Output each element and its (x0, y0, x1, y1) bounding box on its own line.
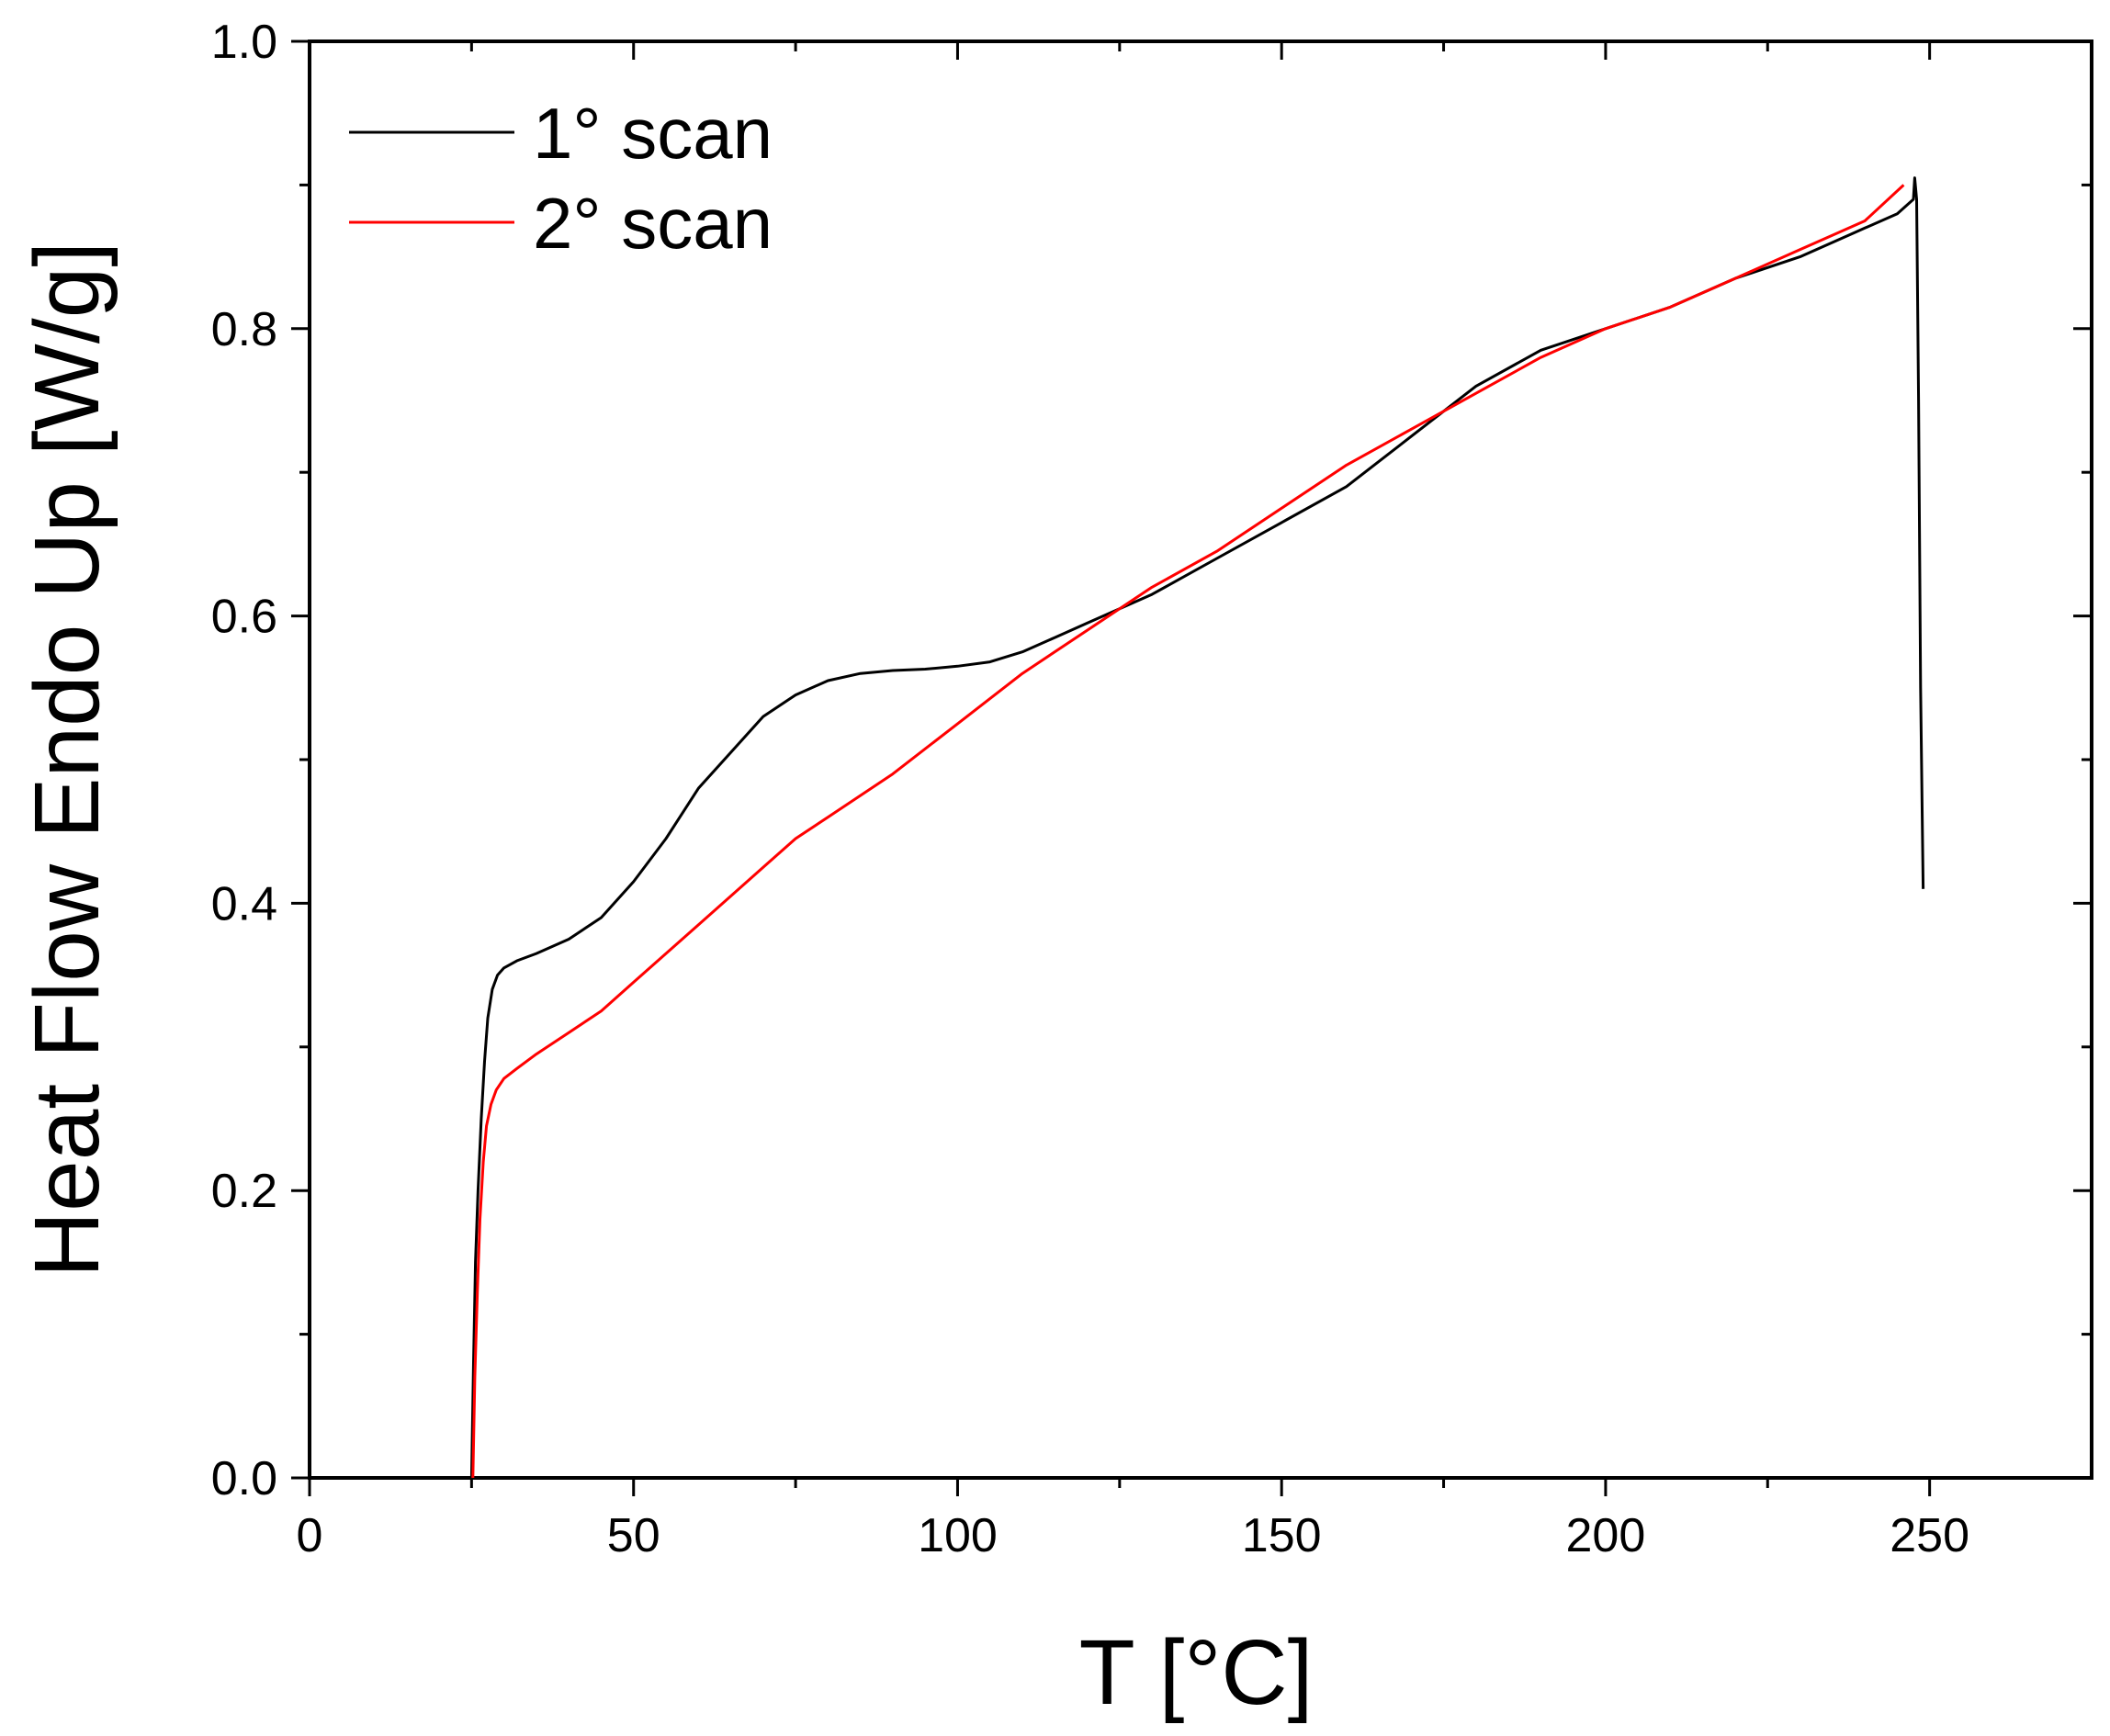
x-tick-label: 50 (607, 1509, 660, 1562)
series-line-1 (469, 176, 1925, 1479)
x-axis-ticks: 0 50 100 150 200 250 (297, 41, 1969, 1562)
x-tick-label: 0 (297, 1509, 323, 1562)
y-tick-label: 0.8 (211, 303, 277, 356)
x-tick-label: 100 (918, 1509, 998, 1562)
x-tick-label: 150 (1242, 1509, 1322, 1562)
legend-label-2: 2° scan (533, 183, 773, 264)
y-tick-label: 1.0 (211, 16, 277, 69)
series-line-2 (471, 184, 1905, 1479)
x-tick-label: 200 (1566, 1509, 1646, 1562)
legend-label-1: 1° scan (533, 93, 773, 174)
legend: 1° scan 2° scan (349, 93, 773, 264)
y-axis-title: Heat Flow Endo Up [W/g] (16, 242, 118, 1278)
y-tick-label: 0.6 (211, 591, 277, 644)
y-tick-label: 0.2 (211, 1165, 277, 1218)
y-tick-label: 0.4 (211, 877, 277, 930)
y-tick-label: 0.0 (211, 1452, 277, 1505)
x-tick-label: 250 (1890, 1509, 1969, 1562)
y-axis-ticks: 0.0 0.2 0.4 0.6 0.8 1.0 (211, 16, 2092, 1505)
series-layer (469, 176, 1925, 1479)
x-axis-title: T [°C] (1079, 1621, 1314, 1724)
